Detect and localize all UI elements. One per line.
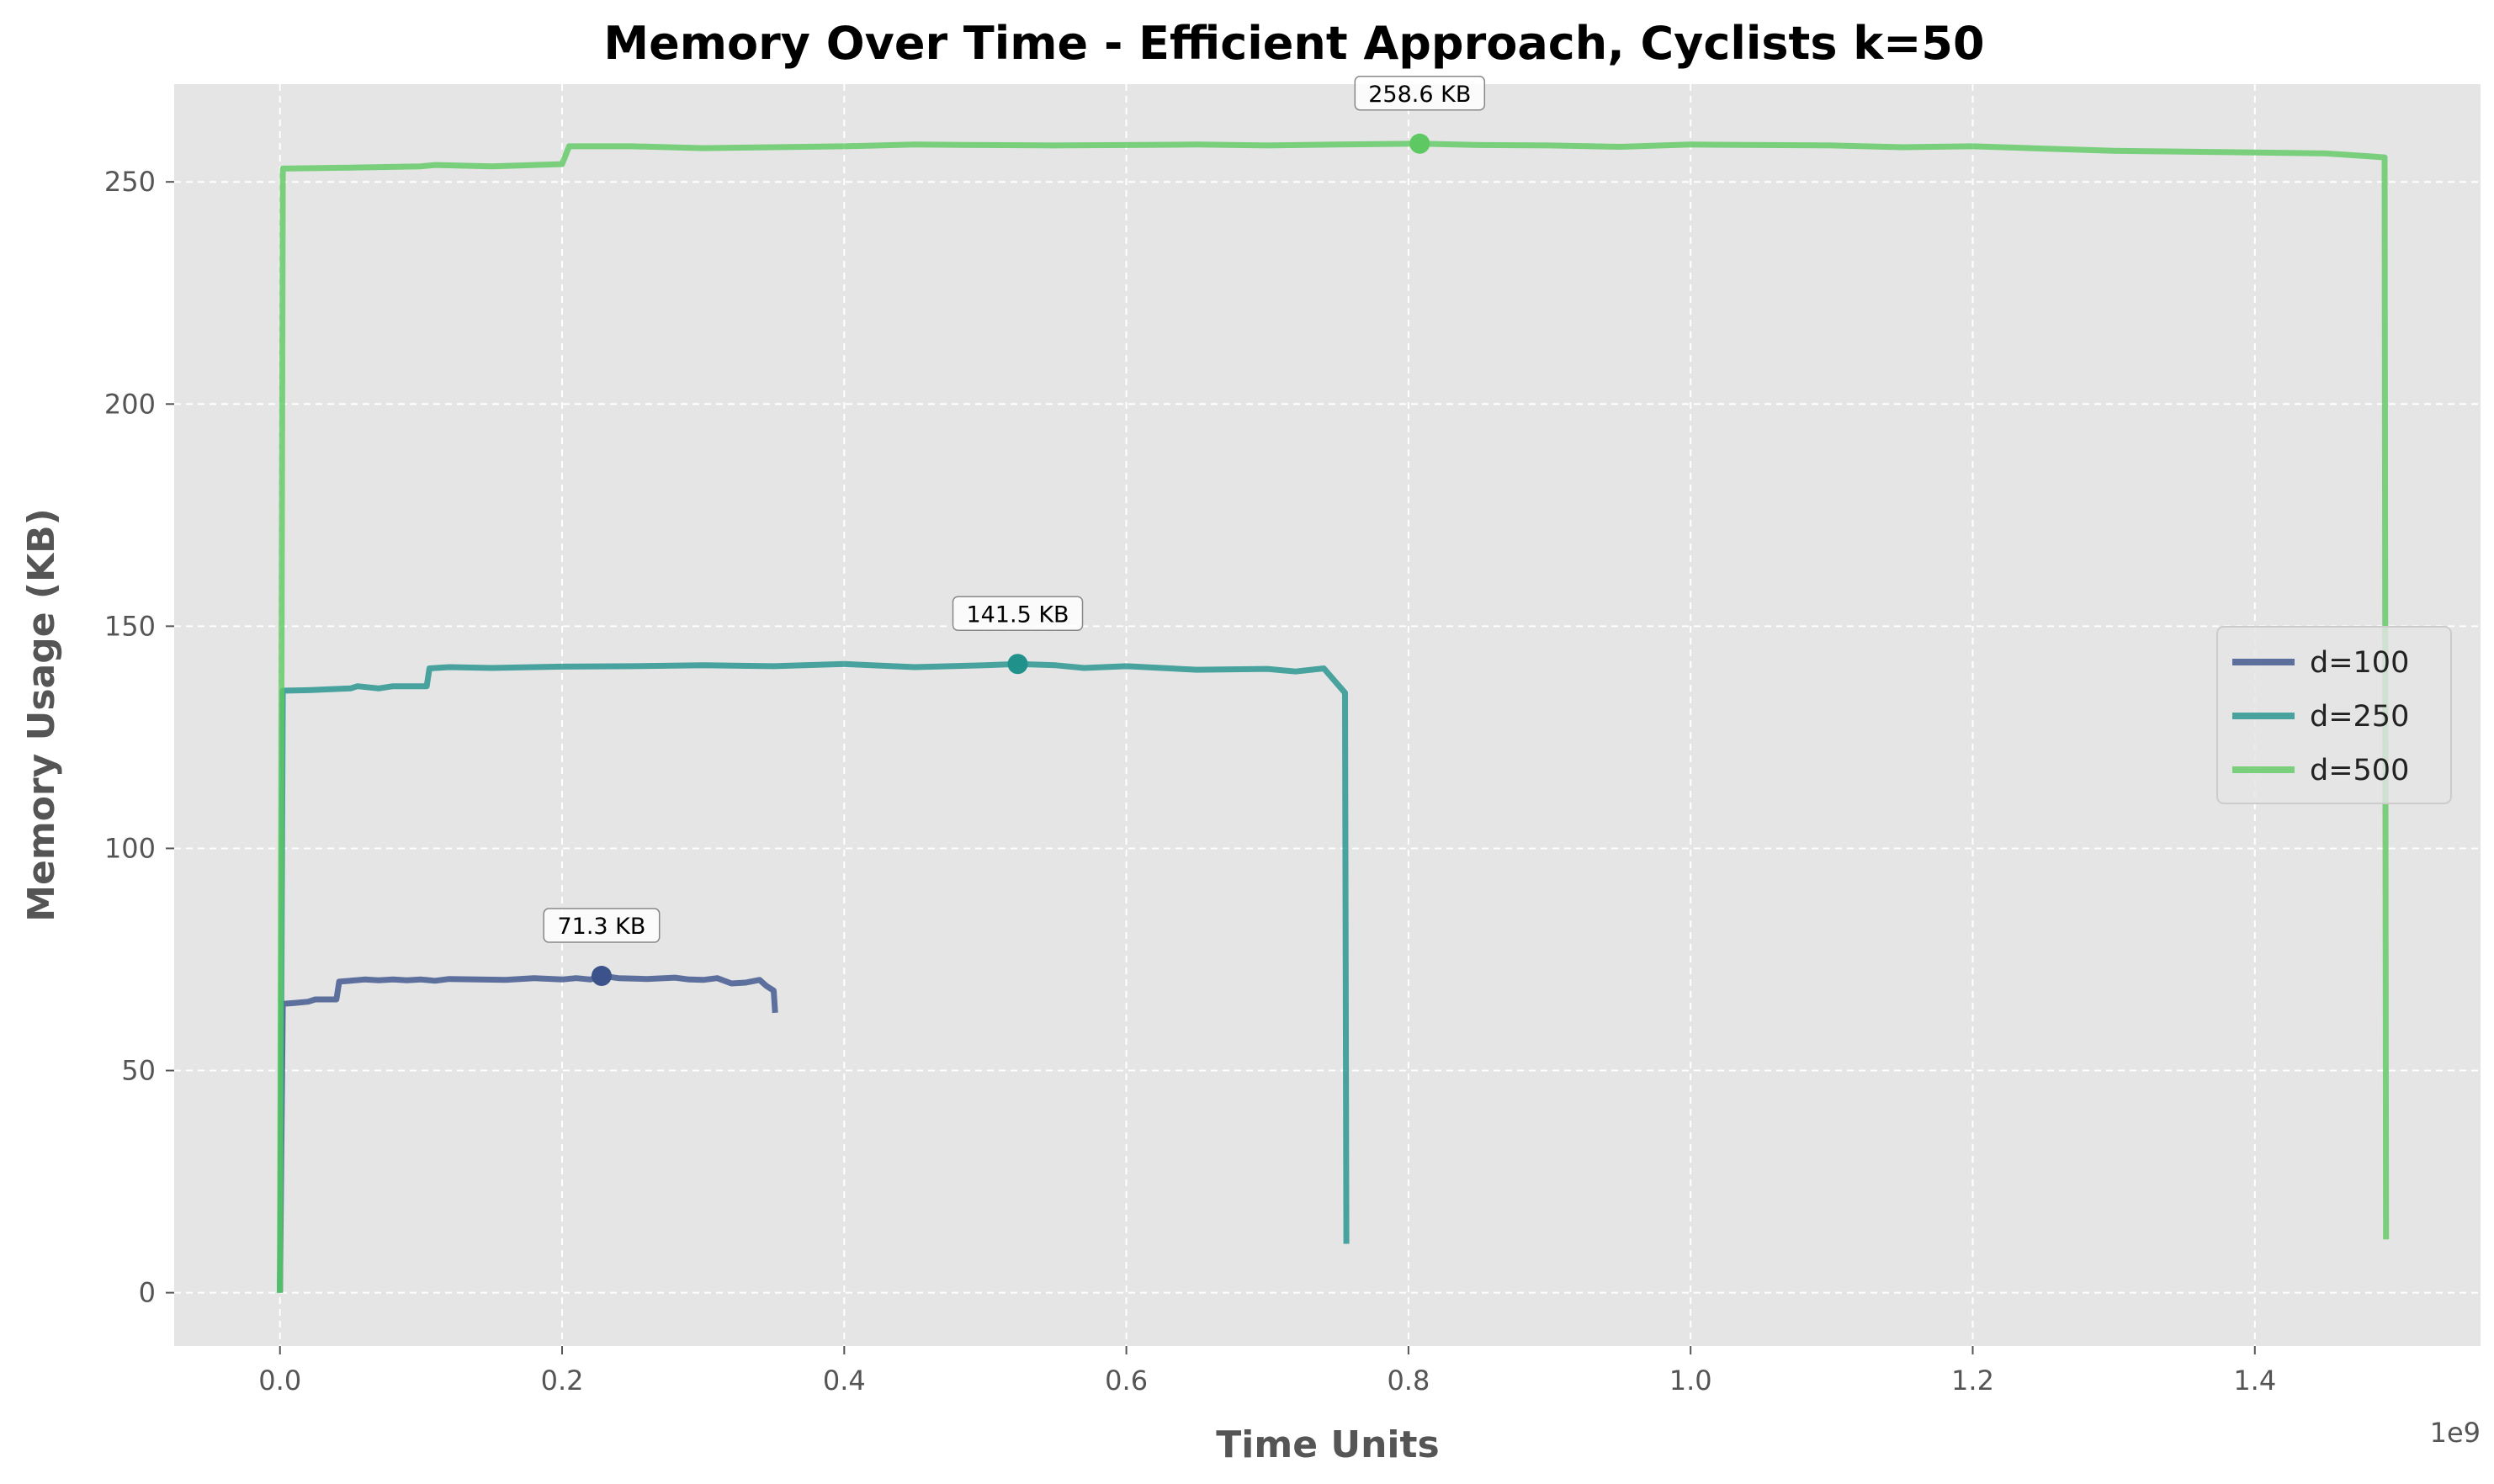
x-tick-label: 1.4 bbox=[2233, 1365, 2276, 1397]
x-tick-label: 0.2 bbox=[541, 1365, 584, 1397]
legend: d=100 d=250 d=500 bbox=[2217, 627, 2451, 803]
y-tick-label: 100 bbox=[104, 832, 156, 864]
peak-label: 258.6 KB bbox=[1368, 82, 1471, 108]
peak-label: 71.3 KB bbox=[557, 914, 645, 940]
x-tick-label: 1.2 bbox=[1951, 1365, 1994, 1397]
y-axis-title: Memory Usage (KB) bbox=[20, 508, 63, 922]
legend-label: d=100 bbox=[2310, 646, 2409, 680]
y-tick-label: 150 bbox=[104, 610, 156, 642]
plot-area bbox=[174, 84, 2481, 1346]
x-tick-label: 0.0 bbox=[258, 1365, 301, 1397]
x-tick-label: 0.4 bbox=[823, 1365, 866, 1397]
x-tick-label: 0.6 bbox=[1105, 1365, 1148, 1397]
peak-marker-d=250 bbox=[1008, 654, 1028, 674]
peak-marker-d=500 bbox=[1409, 134, 1430, 154]
y-tick-label: 0 bbox=[139, 1277, 156, 1309]
x-tick-label: 0.8 bbox=[1387, 1365, 1430, 1397]
x-tick-label: 1.0 bbox=[1669, 1365, 1712, 1397]
peak-marker-d=100 bbox=[592, 966, 612, 986]
x-axis-title: Time Units bbox=[1216, 1423, 1439, 1466]
y-tick-label: 200 bbox=[104, 388, 156, 420]
x-axis-offset-label: 1e9 bbox=[2430, 1417, 2481, 1449]
legend-label: d=500 bbox=[2310, 754, 2409, 787]
y-tick-label: 250 bbox=[104, 166, 156, 198]
chart-title: Memory Over Time - Efficient Approach, C… bbox=[603, 17, 1984, 70]
peak-label: 141.5 KB bbox=[966, 602, 1069, 628]
y-tick-label: 50 bbox=[121, 1055, 156, 1087]
legend-label: d=250 bbox=[2310, 700, 2409, 734]
